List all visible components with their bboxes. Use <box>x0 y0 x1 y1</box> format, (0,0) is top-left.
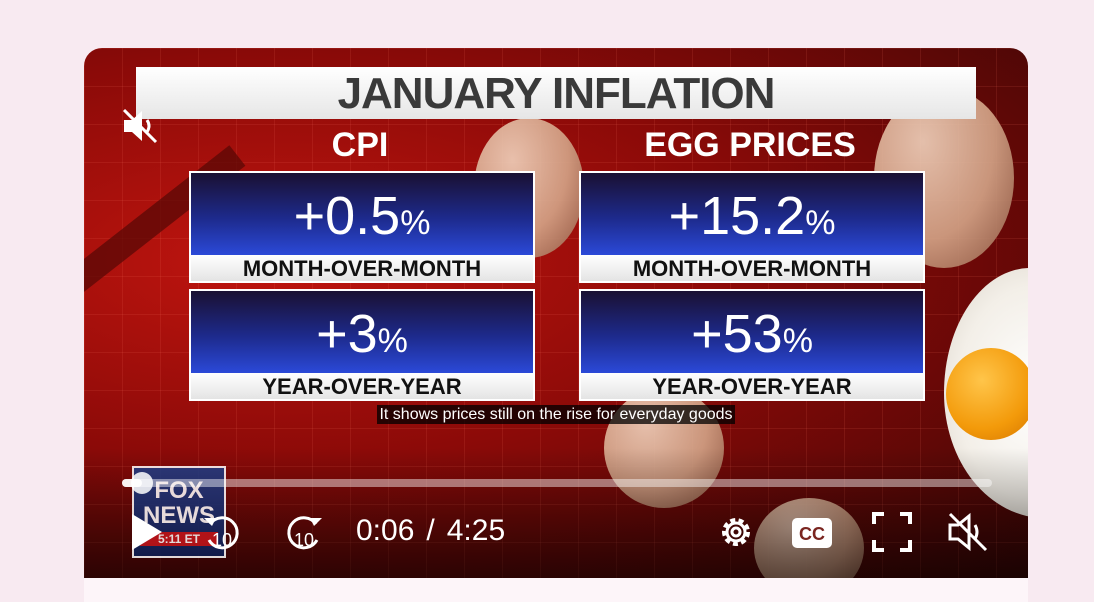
caption-text: It shows prices still on the rise for ev… <box>377 405 735 424</box>
current-time: 0:06 <box>356 514 415 547</box>
subtitle-caption: It shows prices still on the rise for ev… <box>84 405 1028 424</box>
egg-year-stat: +53% YEAR-OVER-YEAR <box>579 289 925 401</box>
stat-value: +15.2% <box>581 173 923 255</box>
cpi-month-stat: +0.5% MONTH-OVER-MONTH <box>189 171 535 283</box>
cpi-heading: CPI <box>331 126 389 164</box>
muted-speaker-icon[interactable] <box>120 106 160 146</box>
forward-seconds: 10 <box>294 530 314 550</box>
card-footer <box>84 578 1028 602</box>
controls-gradient <box>84 448 1028 578</box>
logo-line2: NEWS <box>143 502 215 529</box>
muted-speaker-icon[interactable] <box>946 510 990 554</box>
stat-label: MONTH-OVER-MONTH <box>191 255 533 281</box>
egg-prices-heading: EGG PRICES <box>644 126 856 164</box>
fullscreen-icon[interactable] <box>870 510 914 554</box>
stat-label: YEAR-OVER-YEAR <box>191 373 533 399</box>
graphic-title: JANUARY INFLATION <box>136 67 976 119</box>
cc-label: CC <box>799 524 825 544</box>
duration: 4:25 <box>446 514 506 547</box>
time-display: 0:06 / 4:25 <box>356 514 505 548</box>
logo-line1: FOX <box>154 477 204 504</box>
rewind-seconds: 10 <box>212 530 232 550</box>
closed-captions-icon[interactable]: CC <box>790 510 834 554</box>
stat-value: +0.5% <box>191 173 533 255</box>
gear-icon[interactable] <box>714 510 758 554</box>
egg-month-stat: +15.2% MONTH-OVER-MONTH <box>579 171 925 283</box>
rewind-10-icon[interactable]: 10 <box>200 510 244 554</box>
forward-10-icon[interactable]: 10 <box>282 510 326 554</box>
cpi-year-stat: +3% YEAR-OVER-YEAR <box>189 289 535 401</box>
progress-bar[interactable] <box>122 479 992 487</box>
stat-value: +3% <box>191 291 533 373</box>
logo-timestamp: 5:11 ET <box>140 532 218 546</box>
progress-scrubber-handle[interactable] <box>131 472 153 494</box>
stat-label: YEAR-OVER-YEAR <box>581 373 923 399</box>
stat-label: MONTH-OVER-MONTH <box>581 255 923 281</box>
video-player[interactable]: JANUARY INFLATION CPI EGG PRICES +0.5% M… <box>84 48 1028 578</box>
fried-egg-yolk <box>946 348 1028 440</box>
time-separator: / <box>426 514 435 547</box>
play-icon[interactable] <box>124 510 168 554</box>
stat-value: +53% <box>581 291 923 373</box>
